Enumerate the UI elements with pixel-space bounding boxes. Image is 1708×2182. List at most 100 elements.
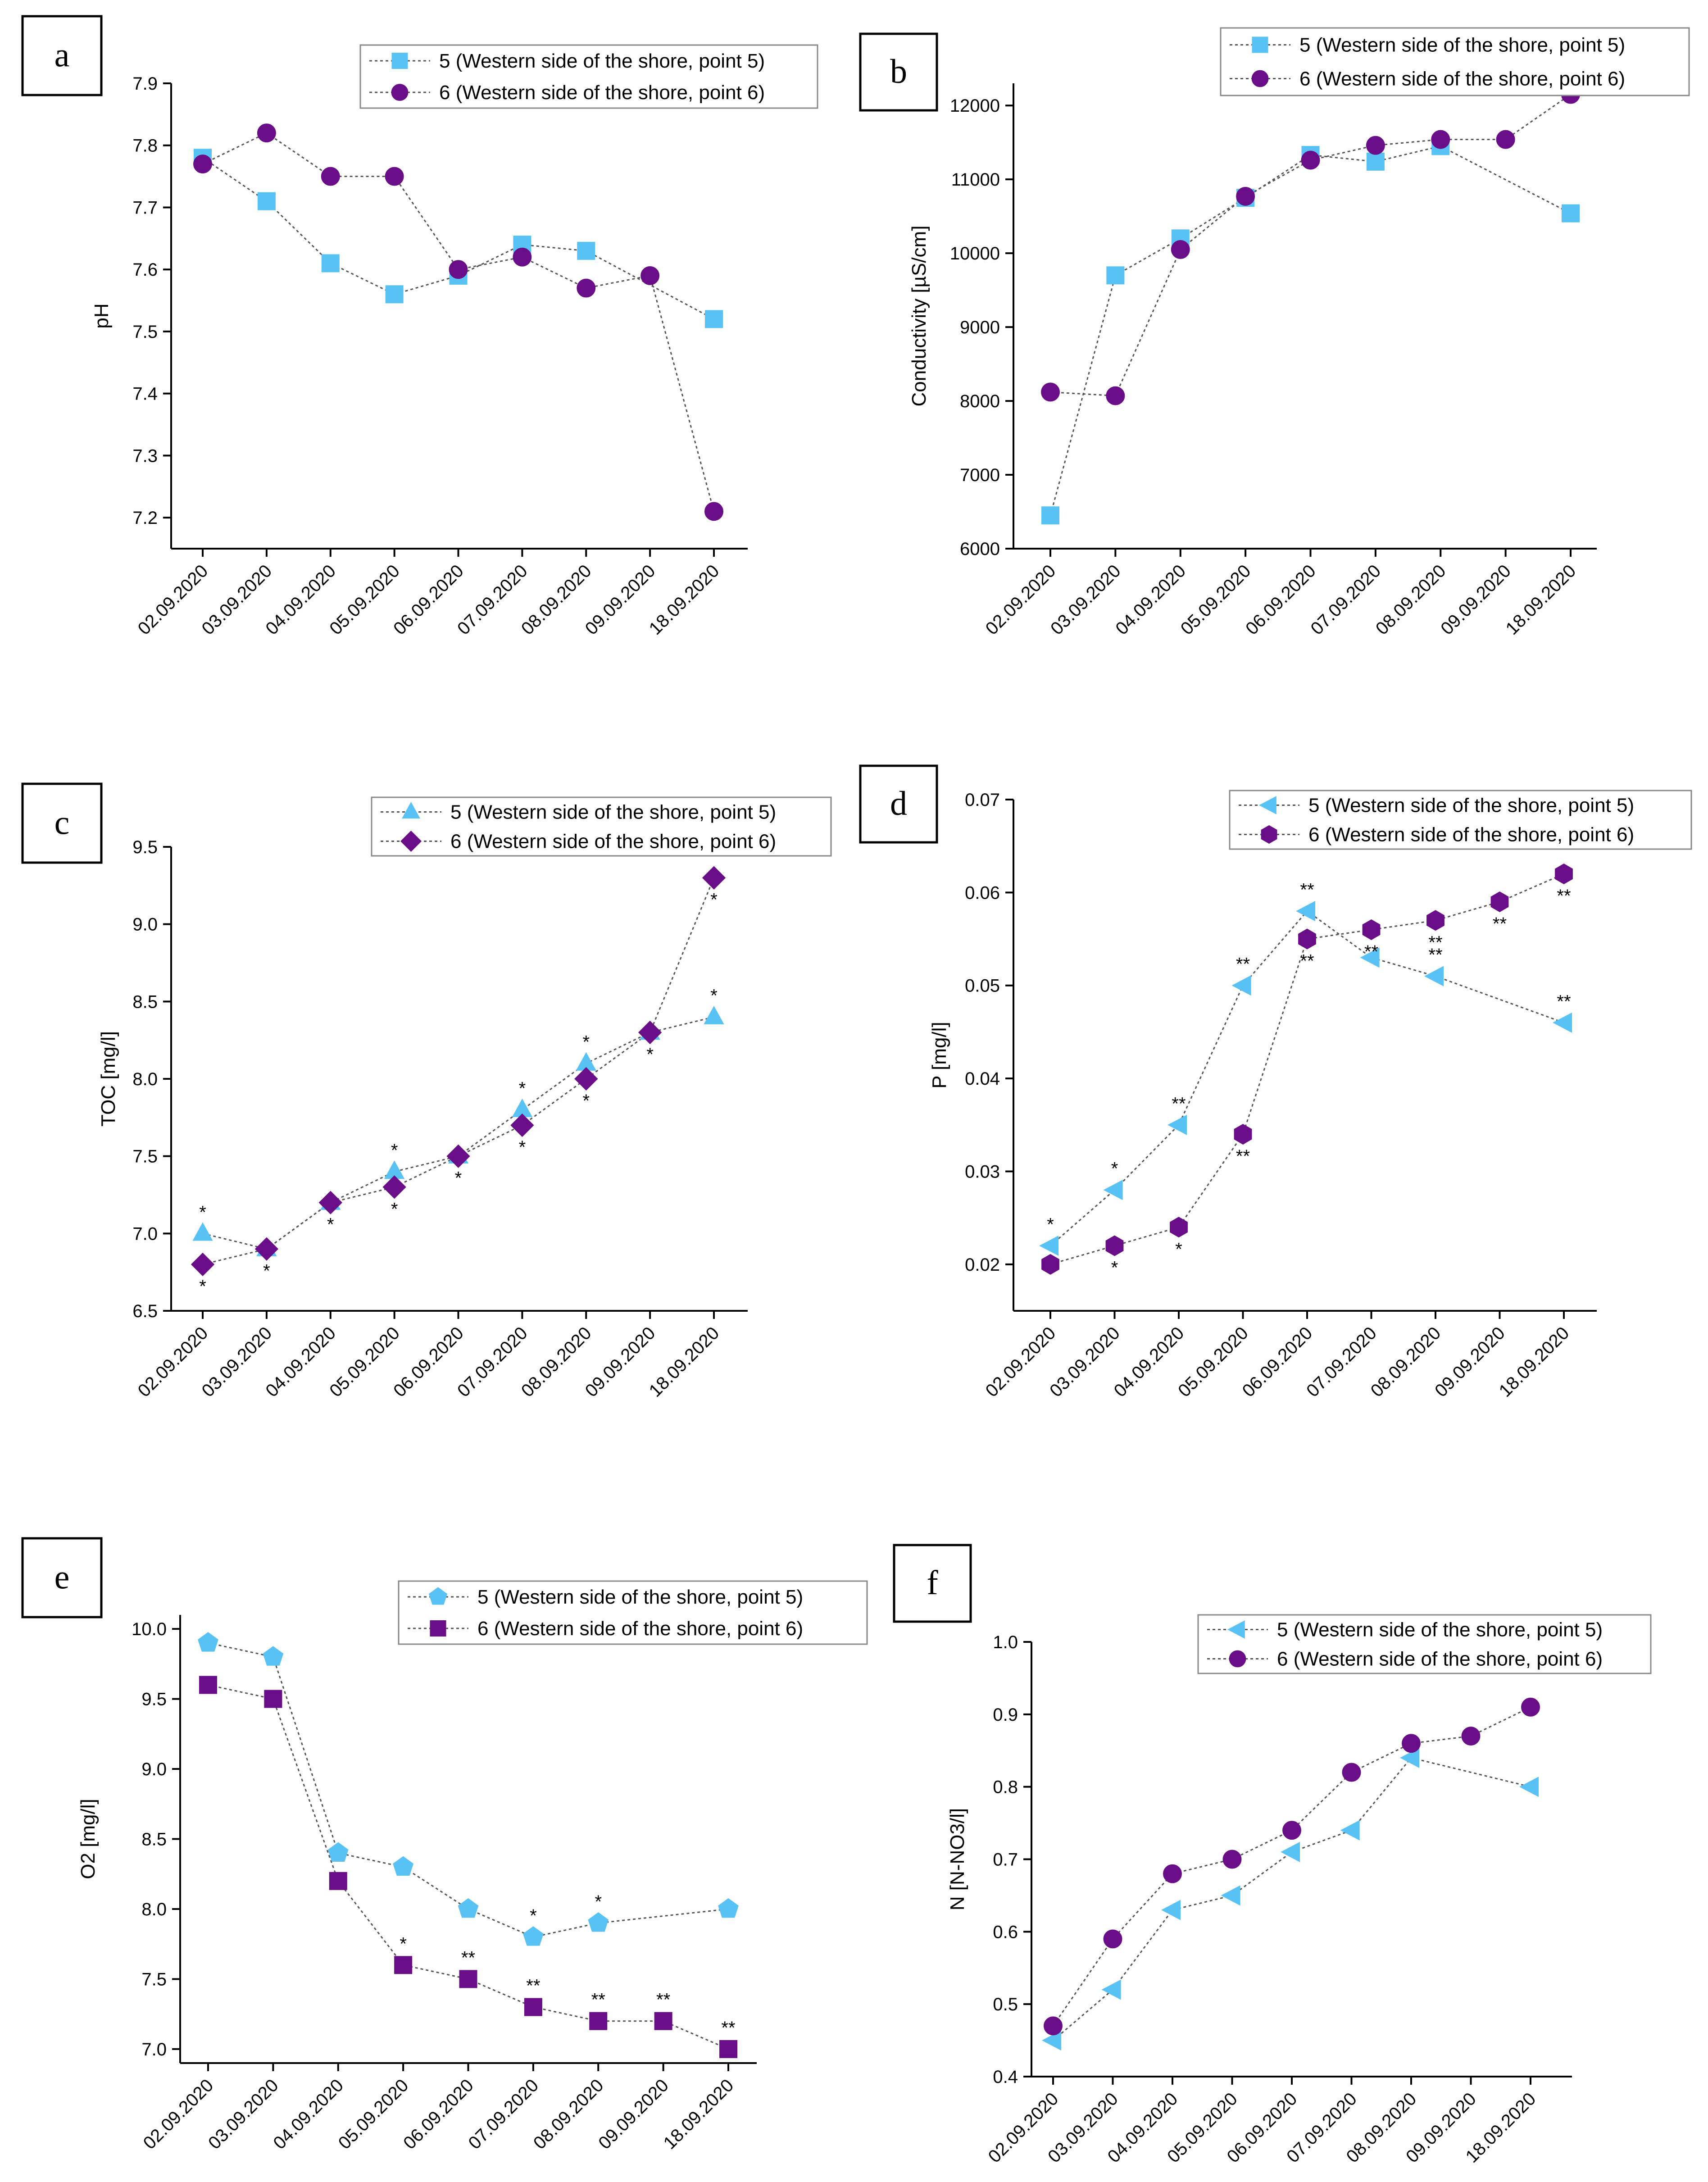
y-axis-label: TOC [mg/l] (97, 1031, 119, 1127)
x-tick-label: 18.09.2020 (1502, 561, 1580, 639)
x-tick-label: 18.09.2020 (645, 561, 723, 639)
x-tick-label: 04.09.2020 (1112, 561, 1190, 639)
legend-label: 6 (Western side of the shore, point 6) (477, 1618, 803, 1640)
y-tick-label: 0.5 (993, 1995, 1018, 2014)
data-point (718, 1898, 739, 1918)
data-point (321, 254, 340, 273)
significance-label: * (582, 1032, 590, 1052)
y-tick-label: 0.03 (965, 1162, 1000, 1182)
significance-label: * (519, 1137, 526, 1157)
data-point (719, 2040, 737, 2058)
chart-panel-a: a7.27.37.47.57.67.77.87.902.09.202003.09… (21, 15, 818, 639)
data-point (446, 1144, 470, 1168)
y-tick-label: 0.4 (993, 2067, 1018, 2087)
x-tick-label: 07.09.2020 (465, 2075, 543, 2153)
y-tick-label: 9.0 (141, 1759, 167, 1779)
y-tick-label: 7.0 (132, 1224, 158, 1244)
y-tick-label: 8.0 (141, 1900, 167, 1919)
data-point (654, 2012, 672, 2030)
series-line-2 (202, 877, 715, 1265)
legend-marker (1229, 1650, 1246, 1668)
significance-label: * (391, 1141, 398, 1160)
significance-label: * (530, 1906, 537, 1926)
series-line-2 (1050, 873, 1564, 1265)
y-tick-label: 0.02 (965, 1255, 1000, 1275)
data-point (1496, 130, 1515, 149)
significance-label: ** (656, 1990, 670, 2010)
legend: 5 (Western side of the shore, point 5) 6 … (371, 796, 832, 857)
data-point (1340, 1820, 1360, 1841)
legend-marker (1227, 1620, 1245, 1639)
significance-label: ** (1236, 955, 1250, 974)
data-point (705, 310, 723, 328)
series-line-1 (202, 1016, 714, 1250)
data-point (640, 266, 660, 285)
panel-label-box (893, 1544, 972, 1623)
data-point (1042, 2030, 1062, 2051)
x-tick-label: 03.09.2020 (204, 2075, 282, 2153)
x-tick-label: 06.09.2020 (1242, 561, 1320, 639)
significance-label: * (263, 1261, 270, 1281)
data-point (1170, 1217, 1188, 1238)
data-point (510, 1113, 534, 1137)
panel-label: e (55, 1559, 70, 1596)
legend-marker (391, 84, 409, 101)
significance-label: ** (1428, 945, 1442, 965)
legend-label: 5 (Western side of the shore, point 5) (1299, 34, 1625, 56)
significance-label: * (327, 1215, 334, 1235)
data-point (1342, 1763, 1361, 1782)
legend-label: 5 (Western side of the shore, point 5) (477, 1586, 803, 1608)
data-point (1039, 1235, 1059, 1256)
series-line-2 (1052, 1706, 1531, 2027)
x-tick-label: 05.09.2020 (335, 2075, 413, 2153)
y-tick-label: 7.5 (132, 1147, 158, 1167)
y-tick-label: 7.7 (132, 198, 158, 218)
series-line-1 (1053, 1757, 1531, 2041)
data-point (318, 1191, 342, 1214)
data-point (1426, 910, 1445, 931)
significance-label: * (1175, 1239, 1182, 1259)
x-tick-label: 18.09.2020 (660, 2075, 738, 2153)
data-point (1402, 1734, 1421, 1753)
data-point (638, 1020, 662, 1045)
legend: 5 (Western side of the shore, point 5) 6 … (1229, 790, 1692, 850)
y-tick-label: 7.3 (132, 446, 158, 466)
data-point (393, 1856, 413, 1876)
significance-label: * (1111, 1159, 1118, 1179)
data-point (1101, 1979, 1121, 2000)
y-tick-label: 0.6 (993, 1922, 1018, 1942)
y-tick-label: 9.5 (132, 837, 158, 857)
data-point (1461, 1727, 1481, 1746)
data-point (1553, 1012, 1572, 1033)
data-point (1562, 204, 1580, 223)
chart-panel-f: f0.40.50.60.70.80.91.002.09.202003.09.20… (893, 1544, 1652, 2167)
y-tick-label: 0.05 (965, 976, 1000, 996)
data-point (327, 1842, 349, 1862)
legend-label: 6 (Western side of the shore, point 6) (1308, 824, 1634, 846)
data-point (1044, 2016, 1063, 2036)
data-point (1400, 1747, 1420, 1768)
panel-label-box (21, 15, 103, 96)
significance-label: ** (461, 1948, 475, 1968)
significance-label: ** (1172, 1094, 1186, 1114)
data-point (1163, 1864, 1182, 1883)
data-point (1221, 1885, 1240, 1906)
data-point (588, 1912, 609, 1932)
chart-panel-d: d0.020.030.040.050.060.0702.09.202003.09… (859, 764, 1692, 1401)
data-point (1519, 1777, 1539, 1797)
legend-marker (391, 53, 408, 69)
y-tick-label: 0.9 (993, 1705, 1018, 1725)
data-point (1490, 891, 1509, 913)
data-point (1106, 386, 1125, 405)
significance-label: * (455, 1168, 462, 1188)
series-line-1 (1050, 910, 1564, 1246)
data-point (704, 1005, 724, 1024)
data-point (191, 1252, 215, 1277)
significance-label: * (595, 1892, 602, 1912)
panel-label: f (927, 1564, 938, 1602)
legend-box (1220, 27, 1690, 96)
data-point (458, 1898, 479, 1918)
data-point (1281, 1841, 1300, 1862)
data-point (1171, 240, 1190, 259)
